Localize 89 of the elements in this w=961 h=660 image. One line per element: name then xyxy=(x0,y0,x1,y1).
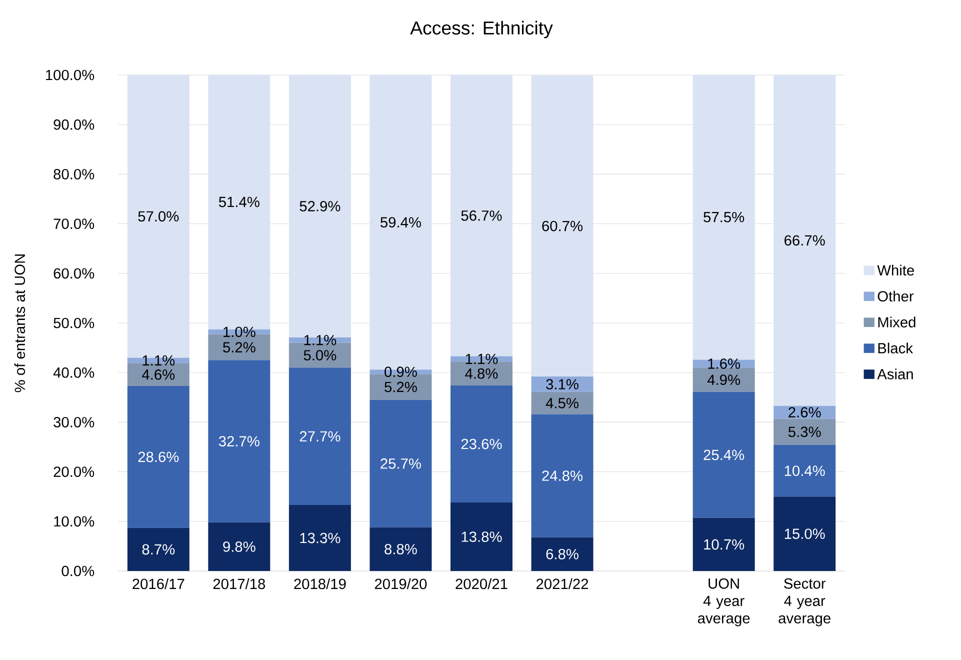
x-tick-label: UON 4 year average xyxy=(698,578,750,626)
data-label: 32.7% xyxy=(218,436,260,446)
bar xyxy=(774,445,836,497)
data-label: 57.5% xyxy=(704,212,744,222)
legend-label: Black xyxy=(878,342,914,354)
data-label: 4.9% xyxy=(707,374,740,385)
data-label: 1.1% xyxy=(304,334,336,346)
bar xyxy=(288,368,351,506)
legend-label: White xyxy=(877,264,914,276)
x-tick-label: 2020/21 xyxy=(456,578,508,590)
data-label: 24.8% xyxy=(542,470,583,481)
data-label: 66.7% xyxy=(784,235,825,246)
legend-label: Mixed xyxy=(878,316,916,328)
data-label: 13.8% xyxy=(462,532,502,542)
data-label: 1.0% xyxy=(224,326,256,338)
y-tick-label: 50.0% xyxy=(54,318,94,328)
bar xyxy=(450,502,512,571)
y-tick-label: 80.0% xyxy=(54,169,94,180)
x-tick-label: 2018/19 xyxy=(294,578,346,590)
x-tick-label: 2021/22 xyxy=(536,578,588,590)
data-label: 25.4% xyxy=(704,450,744,460)
data-label: 9.8% xyxy=(223,542,256,552)
y-tick-label: 10.0% xyxy=(54,516,94,527)
bar xyxy=(692,368,755,392)
data-label: 28.6% xyxy=(138,452,179,462)
data-label: 10.7% xyxy=(704,539,744,550)
data-label: 1.1% xyxy=(466,354,498,364)
y-tick-label: 20.0% xyxy=(54,466,94,477)
bar xyxy=(774,418,836,445)
data-label: 5.2% xyxy=(223,342,256,352)
bar xyxy=(127,386,190,528)
bar xyxy=(531,376,594,392)
data-label: 6.8% xyxy=(546,548,578,560)
data-label: 3.1% xyxy=(546,379,578,390)
data-label: 8.7% xyxy=(142,544,175,555)
data-label: 5.2% xyxy=(384,382,417,392)
legend-label: Asian xyxy=(877,368,913,380)
bar xyxy=(774,74,836,406)
data-label: 5.0% xyxy=(304,350,336,360)
bar xyxy=(127,528,190,571)
data-label: 10.4% xyxy=(784,466,825,476)
bar xyxy=(208,360,270,522)
data-label: 15.0% xyxy=(784,528,825,539)
y-tick-label: 60.0% xyxy=(54,268,94,279)
bar xyxy=(692,74,755,360)
y-tick-label: 40.0% xyxy=(53,367,94,378)
bar xyxy=(531,75,594,377)
y-tick-label: 0.0% xyxy=(62,566,94,576)
bar xyxy=(692,518,755,571)
bar xyxy=(288,505,351,571)
y-axis-title: % of entrants at UON xyxy=(14,254,26,392)
data-label: 5.3% xyxy=(788,426,821,438)
data-label: 52.9% xyxy=(300,201,340,212)
data-label: 4.5% xyxy=(546,398,578,408)
data-label: 0.9% xyxy=(384,366,417,378)
data-label: 8.8% xyxy=(384,544,417,554)
data-label: 2.6% xyxy=(788,407,821,418)
bar xyxy=(531,392,594,414)
data-label: 25.7% xyxy=(380,458,421,469)
y-tick-label: 70.0% xyxy=(54,218,94,229)
x-tick-label: Sector 4 year average xyxy=(778,578,830,626)
bar xyxy=(692,392,755,518)
y-tick-label: 90.0% xyxy=(54,119,94,130)
data-label: 27.7% xyxy=(300,431,340,442)
data-label: 60.7% xyxy=(542,220,583,232)
data-label: 23.6% xyxy=(461,438,502,450)
data-label: 51.4% xyxy=(218,196,260,208)
x-tick-label: 2019/20 xyxy=(374,578,427,590)
data-label: 57.0% xyxy=(138,211,179,222)
data-label: 13.3% xyxy=(300,532,340,544)
legend-label: Other xyxy=(878,290,914,302)
y-tick-label: 30.0% xyxy=(54,417,94,428)
data-label: 59.4% xyxy=(380,217,421,228)
data-label: 1.6% xyxy=(708,358,740,369)
y-tick-label: 100.0% xyxy=(46,70,94,80)
data-label: 4.8% xyxy=(465,368,498,379)
x-tick-label: 2017/18 xyxy=(213,578,266,590)
bar xyxy=(370,400,432,528)
chart-title: Access: Ethnicity xyxy=(410,20,553,38)
bar xyxy=(531,414,594,538)
bar xyxy=(208,522,270,571)
x-tick-label: 2016/17 xyxy=(132,578,184,590)
bar xyxy=(531,537,594,571)
data-label: 4.6% xyxy=(142,369,175,380)
bar xyxy=(774,496,836,571)
data-label: 1.1% xyxy=(142,355,175,366)
bar xyxy=(450,385,512,503)
bar xyxy=(370,527,432,571)
data-label: 56.7% xyxy=(461,210,502,221)
